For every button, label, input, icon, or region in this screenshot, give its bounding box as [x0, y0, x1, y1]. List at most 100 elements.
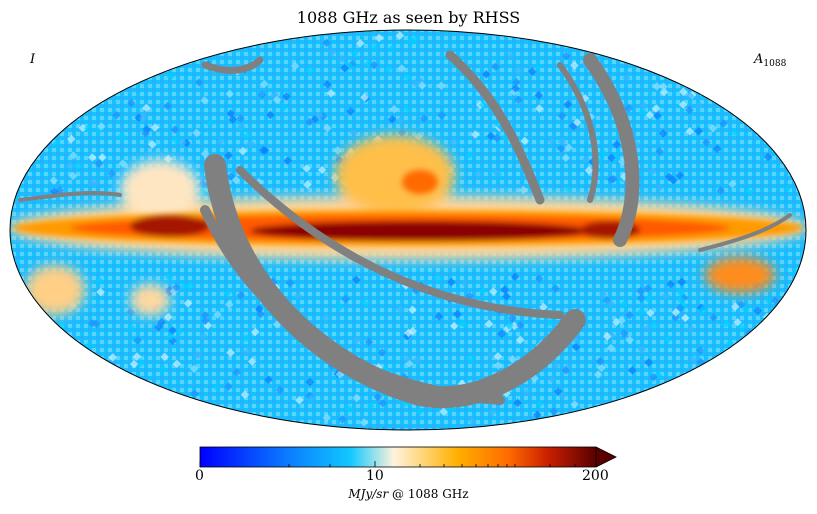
- sky-noise-cell: [118, 159, 128, 168]
- sky-noise-cell: [326, 88, 336, 98]
- sky-noise-cell: [478, 286, 488, 296]
- sky-noise-cell: [500, 285, 509, 294]
- sky-noise-cell: [505, 321, 514, 330]
- colorbar-extend-arrow: [596, 447, 616, 467]
- sky-noise-cell: [170, 125, 180, 134]
- sky-noise-cell: [242, 131, 252, 141]
- sky-noise-cell: [285, 278, 295, 288]
- sky-noise-cell: [166, 72, 176, 81]
- colorbar-max-label: 200: [582, 468, 609, 484]
- sky-noise-cell: [366, 401, 376, 411]
- colorbar-unit-caption: MJy/sr @ 1088 GHz: [0, 487, 817, 501]
- sky-noise-cell: [305, 117, 314, 127]
- sky-noise-cell: [142, 103, 151, 113]
- sky-noise-cell: [369, 60, 379, 70]
- sky-noise-cell: [467, 416, 477, 426]
- colorbar-outline: [199, 446, 597, 468]
- sky-noise-cell: [493, 361, 503, 370]
- sky-noise-cell: [260, 146, 270, 155]
- sky-noise-cell: [322, 38, 331, 48]
- sky-noise-cell: [434, 274, 443, 284]
- sky-noise-cell: [172, 136, 181, 145]
- sky-noise-cell: [228, 115, 238, 124]
- colorbar-unit-symbol: MJy/sr: [348, 487, 389, 501]
- sky-noise-cell: [231, 175, 241, 185]
- sky-noise-cell: [323, 123, 332, 133]
- sky-noise-cell: [387, 44, 397, 53]
- sky-noise-cell: [112, 110, 121, 120]
- sky-noise-cell: [378, 399, 388, 408]
- sky-noise-cell: [389, 104, 399, 114]
- sky-noise-cell: [397, 64, 406, 73]
- sky-noise-cell: [352, 275, 361, 284]
- sky-map-pixels: [10, 30, 806, 430]
- sky-noise-cell: [246, 139, 256, 148]
- sky-noise-cell: [487, 408, 497, 417]
- sky-noise-cell: [404, 328, 413, 338]
- sky-noise-cell: [414, 426, 423, 430]
- sky-noise-cell: [226, 172, 236, 181]
- sky-noise-cell: [321, 313, 331, 322]
- sky-noise-cell: [346, 107, 355, 116]
- sky-noise-cell: [402, 104, 411, 113]
- sky-noise-cell: [492, 133, 502, 143]
- sky-noise-cell: [482, 70, 491, 79]
- sky-noise-cell: [317, 165, 327, 175]
- sky-noise-cell: [272, 95, 282, 104]
- sky-noise-cell: [377, 348, 387, 357]
- sky-noise-cell: [260, 79, 269, 89]
- sky-noise-cell: [302, 164, 311, 173]
- sky-noise-cell: [364, 337, 374, 347]
- sky-noise-cell: [279, 103, 288, 112]
- sky-noise-cell: [200, 96, 209, 105]
- sky-noise-cell: [479, 100, 488, 110]
- component-subscript: 1088: [763, 59, 787, 69]
- sky-noise-cell: [364, 59, 373, 69]
- masked-scan-strips: [18, 50, 792, 409]
- colorbar-ticks: [199, 461, 597, 467]
- sky-noise-cell: [491, 62, 500, 72]
- sky-noise-cell: [373, 392, 383, 402]
- sky-noise-cell: [323, 80, 332, 89]
- sky-noise-cell: [408, 305, 417, 315]
- sky-noise-cell: [397, 128, 407, 138]
- colorbar-min-label: 0: [195, 468, 204, 484]
- sky-noise-cell: [502, 292, 511, 301]
- sky-noise-cell: [138, 114, 148, 123]
- sky-noise-cell: [266, 110, 275, 120]
- sky-noise-cell: [295, 395, 304, 405]
- sky-noise-cell: [395, 305, 405, 314]
- sky-noise-cell: [484, 319, 494, 329]
- sky-noise-cell: [359, 418, 369, 427]
- sky-noise-cell: [492, 168, 501, 177]
- sky-noise-cell: [205, 119, 215, 128]
- sky-noise-cell: [238, 146, 248, 156]
- sky-noise-cell: [395, 31, 405, 40]
- colorbar-bar: [200, 447, 596, 467]
- sky-noise-cell: [275, 385, 285, 395]
- sky-noise-cell: [493, 352, 503, 361]
- sky-noise-cell: [419, 114, 429, 123]
- map-boundary: [9, 29, 807, 431]
- sky-noise-cell: [411, 78, 420, 88]
- sky-noise-cell: [150, 123, 160, 132]
- sky-noise-cell: [338, 415, 347, 424]
- sky-noise-cell: [361, 299, 370, 308]
- sky-noise-cell: [163, 101, 172, 111]
- sky-noise-cell: [216, 137, 225, 146]
- sky-noise-cell: [305, 377, 315, 387]
- sky-noise-cell: [200, 149, 210, 158]
- sky-noise-cell: [337, 54, 347, 63]
- sky-noise-cell: [402, 354, 412, 363]
- sky-noise-cell: [384, 64, 394, 74]
- sky-noise-cell: [439, 407, 448, 416]
- sky-noise-cell: [449, 321, 459, 331]
- sky-noise-cell: [225, 89, 234, 99]
- colorbar-unit-suffix: @ 1088 GHz: [392, 487, 469, 501]
- sky-noise-cell: [350, 48, 359, 58]
- colorbar-mid-label: 10: [366, 468, 384, 484]
- sky-noise-cell: [327, 47, 337, 57]
- sky-noise-cell: [466, 354, 475, 364]
- sky-noise-cell: [141, 129, 150, 138]
